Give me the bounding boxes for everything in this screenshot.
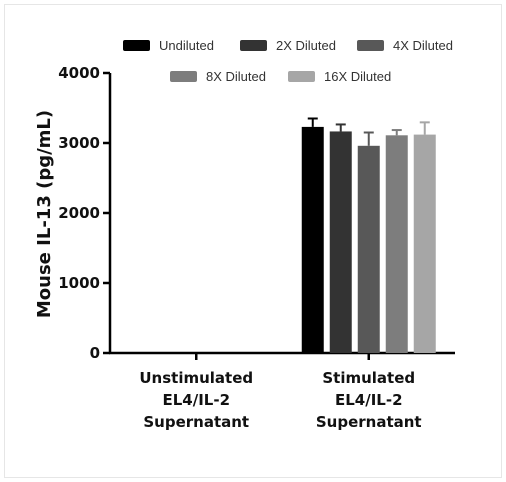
y-tick-label: 4000 bbox=[58, 64, 100, 82]
legend-label: 16X Diluted bbox=[324, 69, 391, 84]
x-tick-label: Stimulated EL4/IL-2 Supernatant bbox=[316, 369, 422, 431]
legend-swatch bbox=[240, 40, 267, 51]
bar bbox=[413, 134, 436, 353]
legend: Undiluted 2X Diluted 4X Diluted 8X Diluted 1… bbox=[123, 38, 453, 84]
legend-swatch bbox=[170, 71, 197, 82]
bar bbox=[357, 145, 380, 353]
legend-label: 4X Diluted bbox=[393, 38, 453, 53]
legend-swatch bbox=[288, 71, 315, 82]
bar bbox=[329, 131, 352, 353]
x-tick-label: Unstimulated EL4/IL-2 Supernatant bbox=[139, 369, 253, 431]
legend-label: 8X Diluted bbox=[206, 69, 266, 84]
x-axis: Unstimulated EL4/IL-2 Supernatant Stimulate… bbox=[109, 351, 455, 431]
y-axis-label: Mouse IL-13 (pg/mL) bbox=[34, 110, 55, 318]
legend-swatch bbox=[123, 40, 150, 51]
bar bbox=[301, 126, 324, 354]
legend-label: Undiluted bbox=[159, 38, 214, 53]
bar bbox=[385, 135, 408, 353]
legend-swatch bbox=[357, 40, 384, 51]
y-tick-label: 3000 bbox=[58, 134, 100, 152]
legend-label: 2X Diluted bbox=[276, 38, 336, 53]
y-tick-label: 0 bbox=[90, 344, 100, 362]
bars bbox=[301, 117, 436, 354]
y-tick-label: 2000 bbox=[58, 204, 100, 222]
y-tick-label: 1000 bbox=[58, 274, 100, 292]
y-axis: 0 1000 2000 3000 4000 bbox=[58, 64, 112, 362]
